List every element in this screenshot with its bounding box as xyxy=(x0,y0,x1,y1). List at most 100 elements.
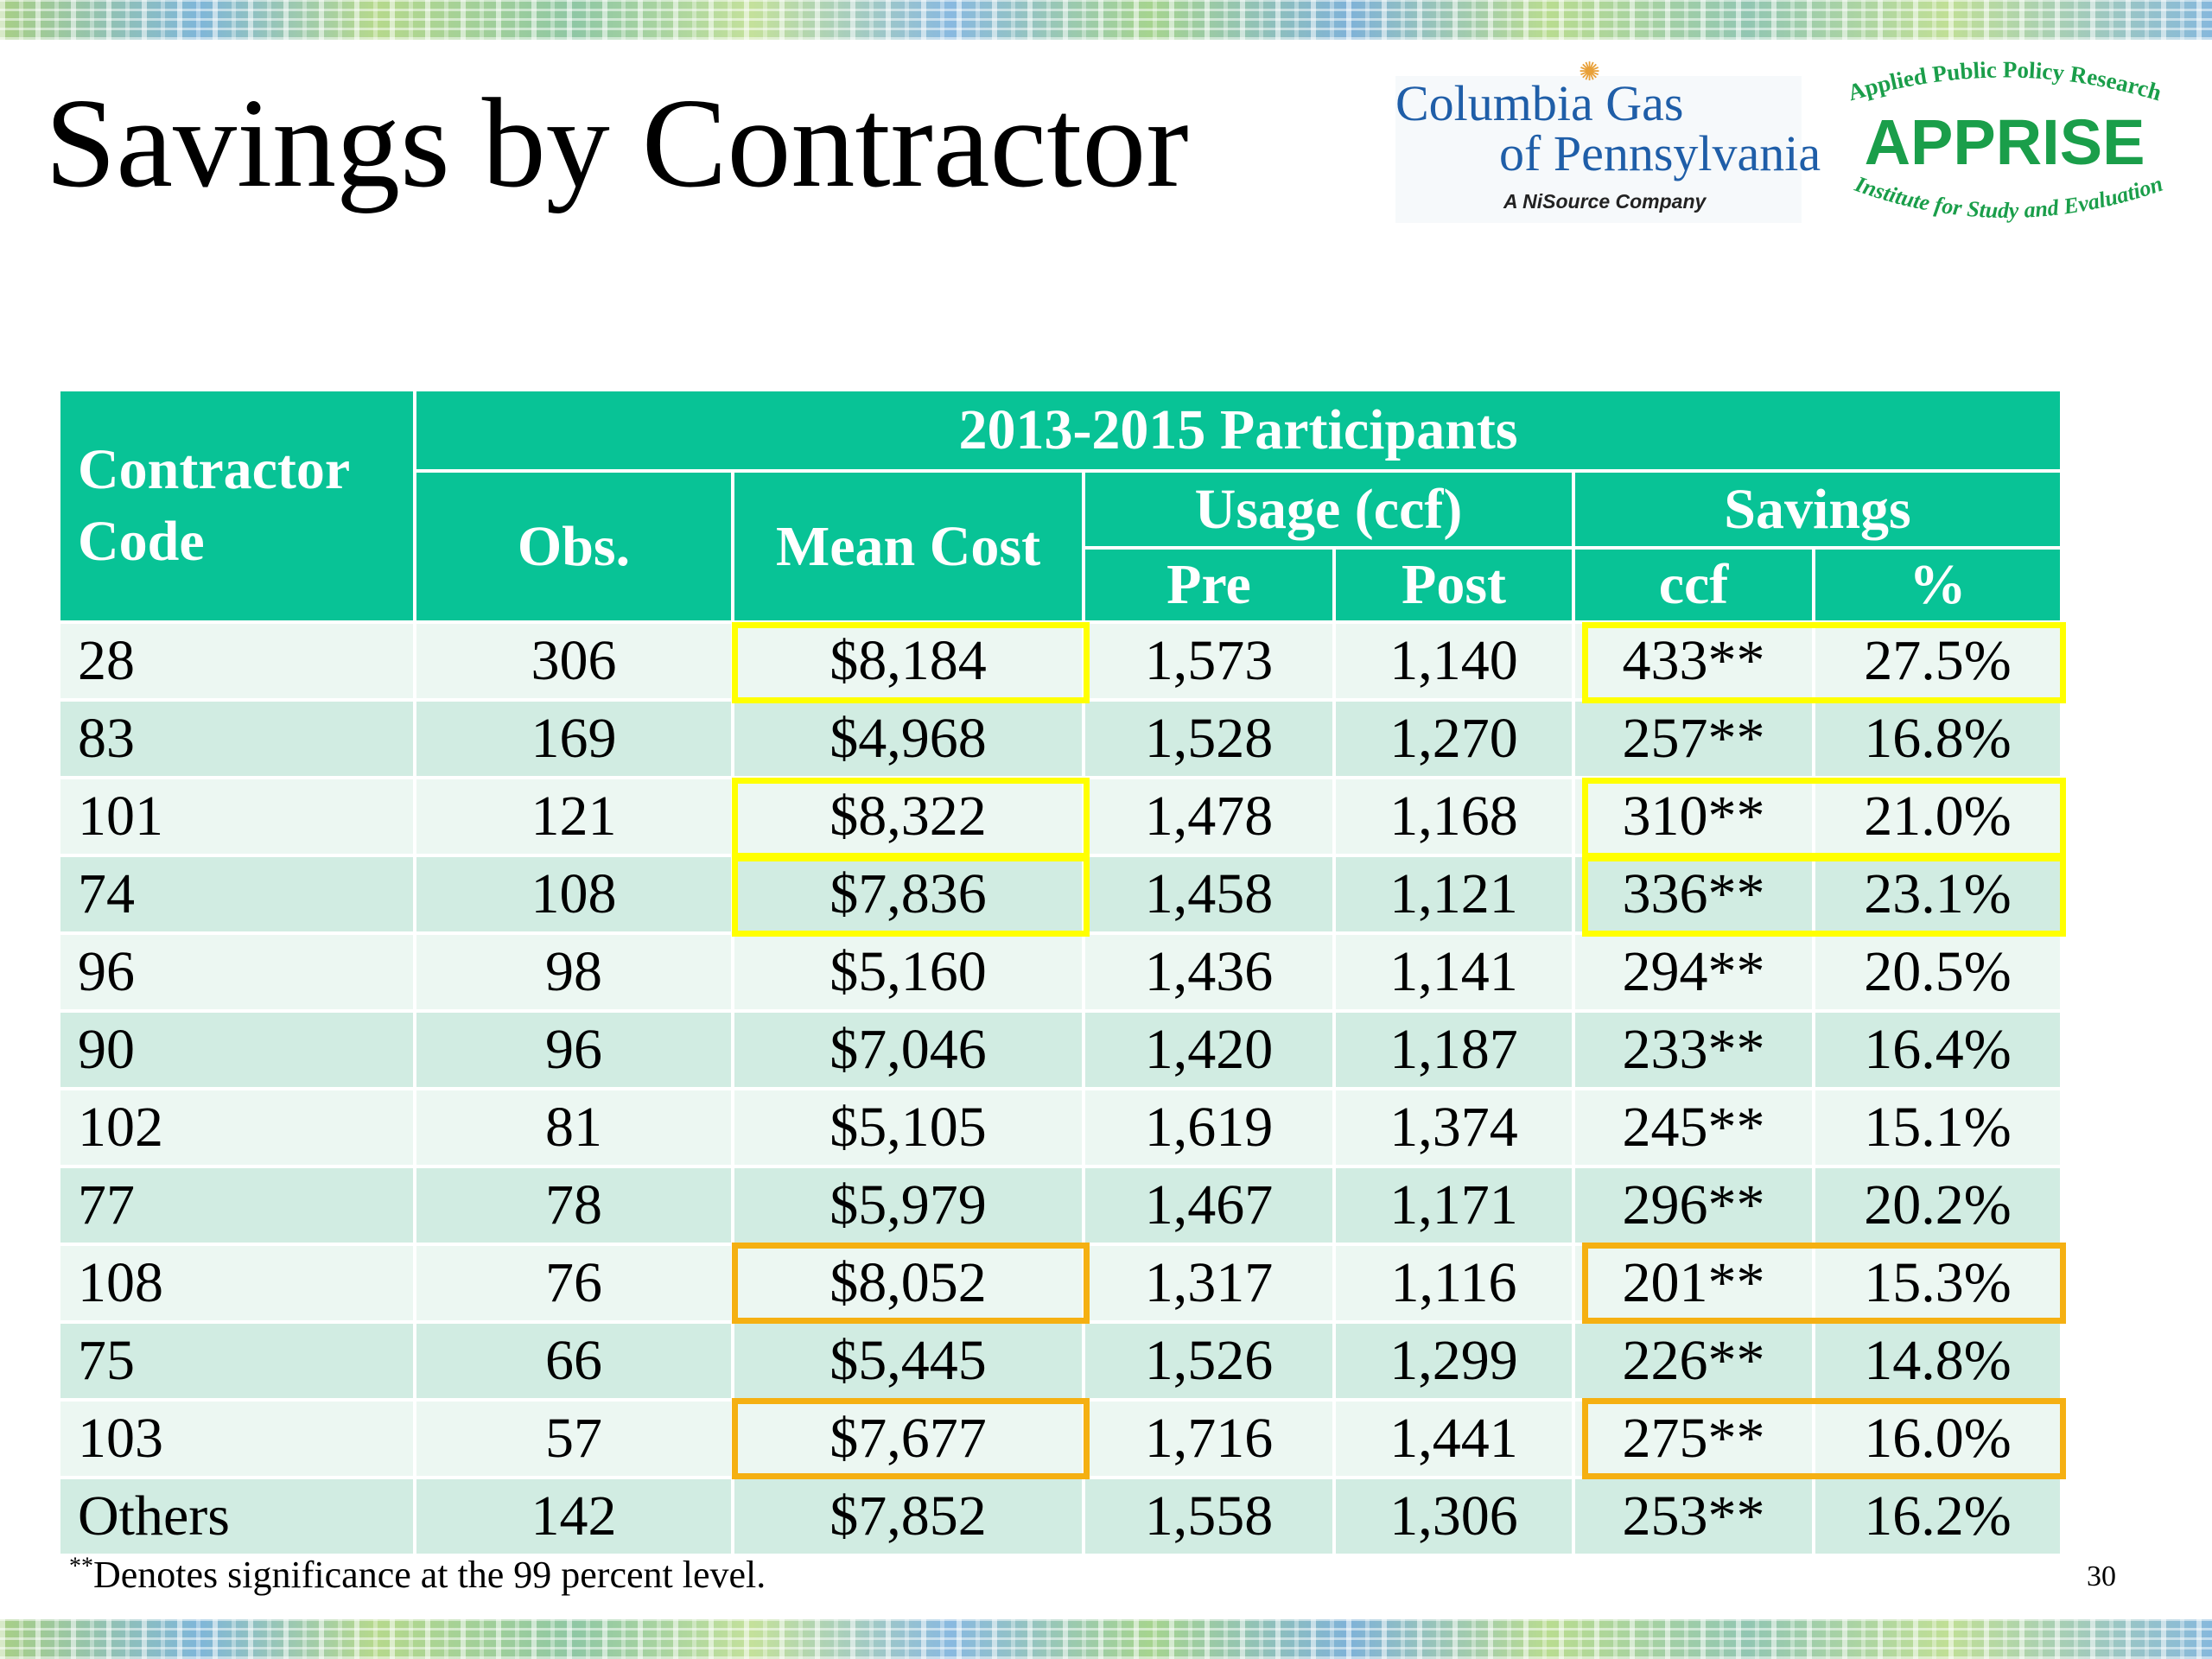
mean-cost-cell: $7,852 xyxy=(731,1476,1085,1557)
obs-cell: 57 xyxy=(413,1398,734,1479)
obs-cell: 98 xyxy=(413,931,734,1013)
columbia-logo-tagline: A NiSource Company xyxy=(1503,190,1707,213)
columbia-gas-logo: Columbia Gas ✺ of Pennsylvania A NiSourc… xyxy=(1395,58,1821,223)
savings-pct-cell: 16.8% xyxy=(1811,698,2064,779)
savings-ccf-cell: 296** xyxy=(1572,1165,1815,1246)
obs-cell: 108 xyxy=(413,854,734,935)
decorative-top-band xyxy=(0,0,2212,40)
contractor-code-cell: 101 xyxy=(57,776,416,857)
savings-ccf-cell: 310** xyxy=(1572,776,1815,857)
pre-header: Pre xyxy=(1082,546,1336,624)
pre-usage-cell: 1,317 xyxy=(1082,1243,1336,1324)
mean-cost-cell: $5,445 xyxy=(731,1320,1085,1402)
savings-table: Contractor Code 2013-2015 Participants O… xyxy=(57,388,2064,1557)
post-usage-cell: 1,374 xyxy=(1332,1087,1575,1168)
table-row: 103 57 $7,677 1,716 1,441 275** 16.0% xyxy=(57,1398,2064,1479)
savings-pct-cell: 27.5% xyxy=(1811,620,2064,702)
mean-cost-cell: $8,052 xyxy=(731,1243,1085,1324)
svg-text:Institute for Study and Evalua: Institute for Study and Evaluation xyxy=(1851,171,2166,223)
columbia-logo-line1: Columbia Gas xyxy=(1395,75,1684,131)
footnote: **Denotes significance at the 99 percent… xyxy=(69,1553,766,1597)
post-usage-cell: 1,441 xyxy=(1332,1398,1575,1479)
contractor-code-cell: 75 xyxy=(57,1320,416,1402)
savings-pct-cell: 23.1% xyxy=(1811,854,2064,935)
pre-usage-cell: 1,558 xyxy=(1082,1476,1336,1557)
table-row: 108 76 $8,052 1,317 1,116 201** 15.3% xyxy=(57,1243,2064,1324)
mean-cost-header: Mean Cost xyxy=(731,469,1085,624)
savings-pct-cell: 15.3% xyxy=(1811,1243,2064,1324)
pre-usage-cell: 1,619 xyxy=(1082,1087,1336,1168)
obs-cell: 81 xyxy=(413,1087,734,1168)
savings-header: Savings xyxy=(1571,469,2064,550)
footnote-marker: ** xyxy=(69,1553,93,1580)
pre-usage-cell: 1,478 xyxy=(1082,776,1336,857)
savings-pct-cell: 16.0% xyxy=(1811,1398,2064,1479)
mean-cost-cell: $5,160 xyxy=(731,931,1085,1013)
savings-ccf-cell: 275** xyxy=(1572,1398,1815,1479)
footnote-text: Denotes significance at the 99 percent l… xyxy=(93,1554,766,1596)
savings-pct-cell: 14.8% xyxy=(1811,1320,2064,1402)
post-usage-cell: 1,306 xyxy=(1332,1476,1575,1557)
pre-usage-cell: 1,436 xyxy=(1082,931,1336,1013)
savings-ccf-cell: 201** xyxy=(1572,1243,1815,1324)
mean-cost-cell: $7,046 xyxy=(731,1009,1085,1090)
contractor-code-cell: 74 xyxy=(57,854,416,935)
savings-pct-cell: 20.5% xyxy=(1811,931,2064,1013)
pre-usage-cell: 1,458 xyxy=(1082,854,1336,935)
apprise-name-text: APPRISE xyxy=(1865,106,2145,178)
contractor-code-cell: 103 xyxy=(57,1398,416,1479)
table-row: 101 121 $8,322 1,478 1,168 310** 21.0% xyxy=(57,776,2064,857)
pre-usage-cell: 1,528 xyxy=(1082,698,1336,779)
contractor-code-cell: Others xyxy=(57,1476,416,1557)
savings-ccf-cell: 253** xyxy=(1572,1476,1815,1557)
contractor-code-cell: 102 xyxy=(57,1087,416,1168)
savings-pct-cell: 21.0% xyxy=(1811,776,2064,857)
apprise-logo: Applied Public Policy Research APPRISE I… xyxy=(1819,54,2190,252)
page-number: 30 xyxy=(2087,1560,2116,1592)
table-row: Others 142 $7,852 1,558 1,306 253** 16.2… xyxy=(57,1476,2064,1557)
post-usage-cell: 1,171 xyxy=(1332,1165,1575,1246)
savings-pct-cell: 15.1% xyxy=(1811,1087,2064,1168)
post-usage-cell: 1,187 xyxy=(1332,1009,1575,1090)
post-header: Post xyxy=(1332,546,1575,624)
savings-ccf-cell: 336** xyxy=(1572,854,1815,935)
savings-pct-cell: 20.2% xyxy=(1811,1165,2064,1246)
obs-cell: 306 xyxy=(413,620,734,702)
decorative-bottom-band xyxy=(0,1619,2212,1659)
savings-pct-cell: 16.2% xyxy=(1811,1476,2064,1557)
post-usage-cell: 1,140 xyxy=(1332,620,1575,702)
contractor-code-cell: 96 xyxy=(57,931,416,1013)
obs-cell: 76 xyxy=(413,1243,734,1324)
savings-ccf-cell: 233** xyxy=(1572,1009,1815,1090)
table-row: 28 306 $8,184 1,573 1,140 433** 27.5% xyxy=(57,620,2064,702)
post-usage-cell: 1,270 xyxy=(1332,698,1575,779)
post-usage-cell: 1,116 xyxy=(1332,1243,1575,1324)
contractor-code-cell: 77 xyxy=(57,1165,416,1246)
table-row: 74 108 $7,836 1,458 1,121 336** 23.1% xyxy=(57,854,2064,935)
post-usage-cell: 1,121 xyxy=(1332,854,1575,935)
participants-group-header: 2013-2015 Participants xyxy=(412,388,2064,473)
post-usage-cell: 1,168 xyxy=(1332,776,1575,857)
obs-cell: 96 xyxy=(413,1009,734,1090)
mean-cost-cell: $7,836 xyxy=(731,854,1085,935)
apprise-top-text: Applied Public Policy Research xyxy=(1845,56,2164,105)
savings-pct-header: % xyxy=(1811,546,2064,624)
contractor-code-cell: 90 xyxy=(57,1009,416,1090)
table-row: 102 81 $5,105 1,619 1,374 245** 15.1% xyxy=(57,1087,2064,1168)
table-row: 90 96 $7,046 1,420 1,187 233** 16.4% xyxy=(57,1009,2064,1090)
post-usage-cell: 1,141 xyxy=(1332,931,1575,1013)
savings-ccf-cell: 433** xyxy=(1572,620,1815,702)
mean-cost-cell: $4,968 xyxy=(731,698,1085,779)
sun-icon: ✺ xyxy=(1579,58,1601,86)
mean-cost-cell: $8,184 xyxy=(731,620,1085,702)
contractor-code-cell: 28 xyxy=(57,620,416,702)
usage-header: Usage (ccf) xyxy=(1082,469,1575,550)
table-row: 75 66 $5,445 1,526 1,299 226** 14.8% xyxy=(57,1320,2064,1402)
slide-title: Savings by Contractor xyxy=(45,73,1189,214)
contractor-code-cell: 83 xyxy=(57,698,416,779)
mean-cost-cell: $8,322 xyxy=(731,776,1085,857)
savings-ccf-cell: 226** xyxy=(1572,1320,1815,1402)
contractor-code-header: Contractor Code xyxy=(57,388,416,624)
savings-pct-cell: 16.4% xyxy=(1811,1009,2064,1090)
table-row: 77 78 $5,979 1,467 1,171 296** 20.2% xyxy=(57,1165,2064,1246)
